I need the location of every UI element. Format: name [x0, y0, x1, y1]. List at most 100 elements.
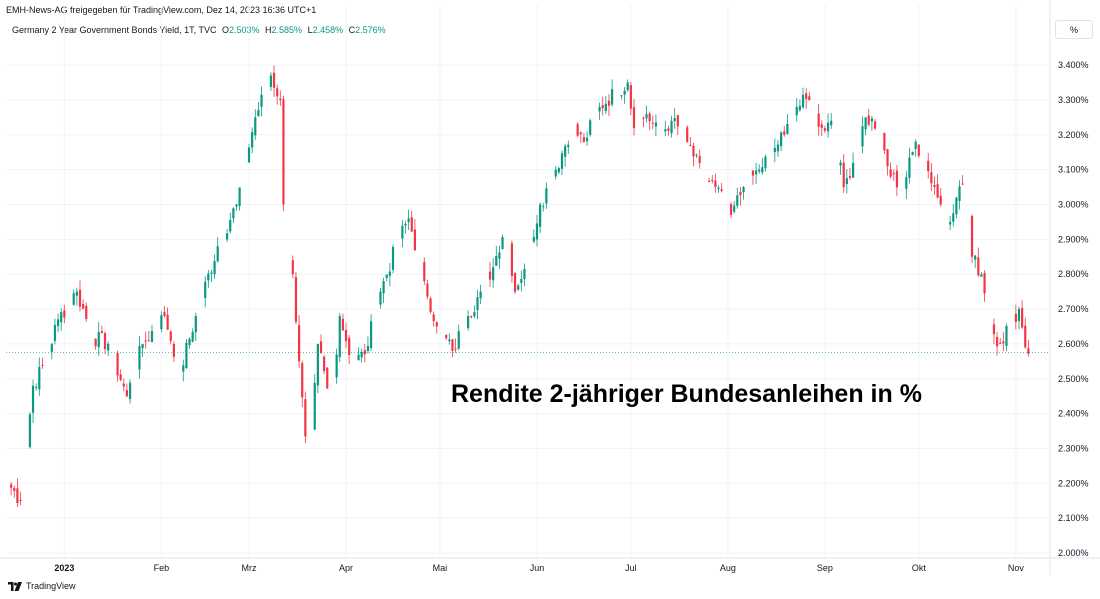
candle-body [247, 147, 251, 163]
candle-body [958, 186, 961, 201]
candle-body [238, 187, 241, 207]
x-tick-label: Sep [817, 563, 833, 573]
candle-body [360, 351, 363, 358]
y-tick-label: 2.200% [1058, 478, 1089, 488]
candle-body [122, 383, 125, 387]
low-value: 2.458% [312, 25, 344, 35]
candle-body [995, 336, 999, 347]
candle-body [895, 170, 899, 188]
candle-body [257, 110, 260, 116]
candle-body [961, 183, 964, 185]
candle-body [557, 168, 560, 173]
x-tick-label: Aug [720, 563, 736, 573]
y-tick-label: 3.100% [1058, 165, 1089, 175]
candle-body [554, 169, 557, 177]
candle-body [520, 278, 523, 284]
candle-body [207, 273, 210, 281]
candle-body [404, 223, 407, 226]
candle-body [229, 219, 232, 232]
candle-body [742, 187, 745, 193]
candle-body [188, 338, 191, 346]
candle-body [501, 237, 504, 250]
candle-body [435, 322, 438, 327]
candle-body [313, 382, 316, 430]
candle-body [297, 325, 301, 362]
candle-body [495, 256, 498, 266]
candle-body [820, 124, 823, 128]
candle-body [689, 145, 692, 147]
candle-body [185, 342, 188, 369]
candle-body [736, 195, 739, 206]
candle-body [889, 169, 892, 177]
candle-body [445, 335, 448, 339]
y-tick-label: 2.400% [1058, 409, 1089, 419]
candle-body [949, 222, 952, 225]
candle-body [498, 252, 501, 259]
candles-group [10, 65, 1030, 508]
candle-body [269, 75, 273, 87]
candle-body [291, 260, 294, 275]
time-axis[interactable]: 2023FebMrzAprMaiJunJulAugSepOktNovDez [54, 563, 1100, 573]
candle-body [873, 121, 877, 129]
candle-body [272, 72, 276, 88]
candle-body [457, 331, 460, 349]
candle-body [363, 350, 366, 355]
candle-body [1017, 309, 1021, 322]
candle-body [301, 363, 304, 398]
candle-body [664, 129, 667, 132]
x-tick-label: Feb [154, 563, 170, 573]
candle-body [692, 145, 695, 157]
candle-body [72, 293, 75, 305]
candle-body [773, 147, 776, 153]
candle-body [100, 331, 103, 333]
x-tick-label: Mai [433, 563, 448, 573]
candle-body [711, 180, 714, 182]
candle-body [795, 106, 798, 116]
candle-body [28, 414, 32, 448]
candle-body [780, 132, 783, 147]
candle-body [808, 96, 811, 100]
y-tick-label: 2.700% [1058, 304, 1089, 314]
candle-body [654, 122, 658, 127]
candle-body [667, 128, 670, 131]
y-tick-label: 2.800% [1058, 269, 1089, 279]
price-axis[interactable]: 2.000% 2.100% 2.200% 2.300% 2.400% 2.500% 2.60… [0, 0, 1100, 575]
y-tick-label: 3.000% [1058, 200, 1089, 210]
percent-scale-button[interactable]: % [1055, 20, 1093, 39]
candle-body [125, 390, 129, 397]
candle-body [282, 99, 285, 205]
candle-body [382, 281, 385, 294]
candle-body [629, 85, 632, 109]
candle-body [348, 338, 351, 355]
symbol-name: Germany 2 Year Government Bonds Yield, 1… [12, 25, 217, 35]
candle-body [357, 354, 360, 361]
candle-body [166, 314, 169, 330]
candle-body [623, 90, 626, 95]
candle-body [150, 331, 154, 342]
close-label: C [348, 25, 356, 35]
candle-body [708, 180, 711, 182]
x-tick-label: Nov [1008, 563, 1025, 573]
candle-body [867, 115, 870, 125]
candle-body [78, 289, 82, 307]
candle-body [733, 205, 736, 212]
candle-body [401, 225, 404, 239]
candle-body [473, 312, 476, 317]
candle-body [761, 167, 764, 173]
candle-body [729, 204, 733, 215]
candle-body [1024, 325, 1027, 348]
candle-body [917, 144, 920, 156]
candle-body [94, 338, 97, 347]
tradingview-footer[interactable]: TradingView [8, 581, 76, 591]
chart-overlay-title: Rendite 2-jähriger Bundesanleihen in % [451, 380, 922, 408]
candle-body [842, 162, 845, 188]
candle-body [720, 189, 723, 191]
candle-body [1027, 348, 1030, 354]
candle-body [341, 318, 345, 331]
candle-body [535, 223, 539, 240]
candle-body [38, 366, 41, 390]
candle-body [432, 314, 435, 322]
candle-body [645, 113, 648, 119]
candle-body [451, 339, 454, 351]
